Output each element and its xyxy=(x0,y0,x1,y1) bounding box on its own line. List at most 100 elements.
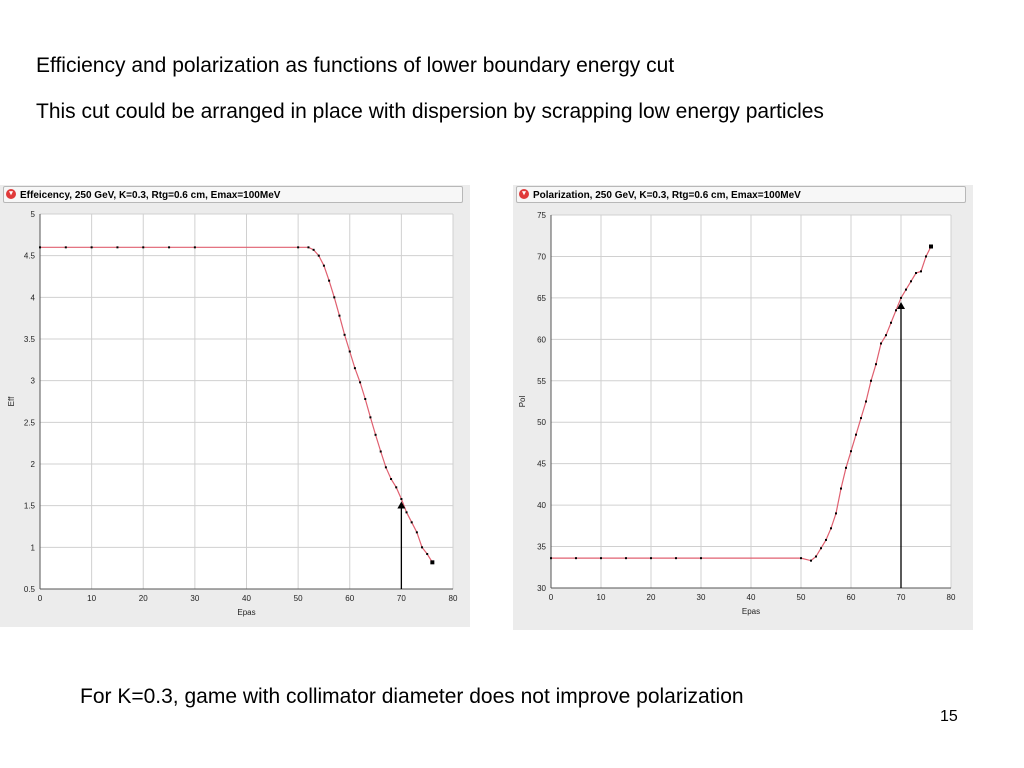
eff-data-point xyxy=(338,314,341,317)
pol-data-point xyxy=(900,296,902,299)
polarization-chart-title-bar[interactable]: ▾ Polarization, 250 GeV, K=0.3, Rtg=0.6 … xyxy=(516,186,966,203)
page-number: 15 xyxy=(940,708,958,725)
chart-menu-icon[interactable]: ▾ xyxy=(519,189,529,199)
pol-y-tick-label: 70 xyxy=(537,252,546,261)
pol-data-point xyxy=(925,255,927,258)
polarization-chart-panel: 0 10 20 30 40 50 60 70 80 30 35 40 45 50 55 60 65 70 75 Epa… xyxy=(513,185,973,630)
eff-data-point xyxy=(364,398,367,400)
eff-y-tick-label: 3.5 xyxy=(24,335,36,344)
pol-data-point xyxy=(895,309,897,312)
pol-data-point xyxy=(840,487,842,490)
eff-x-tick-label: 80 xyxy=(449,594,458,603)
eff-arrow-head xyxy=(397,501,406,509)
eff-data-point xyxy=(322,264,325,267)
pol-data-point xyxy=(810,559,812,562)
pol-data-point xyxy=(910,280,912,283)
eff-data-point xyxy=(415,531,418,534)
pol-y-tick-label: 65 xyxy=(537,294,546,303)
pol-data-point xyxy=(835,512,837,515)
pol-y-tick-label: 35 xyxy=(537,543,546,552)
pol-x-tick-label: 30 xyxy=(697,593,706,602)
pol-data-point xyxy=(875,363,877,366)
polarization-chart-title: Polarization, 250 GeV, K=0.3, Rtg=0.6 cm… xyxy=(533,190,801,201)
pol-x-tick-label: 50 xyxy=(797,593,806,602)
eff-y-tick-label: 4.5 xyxy=(24,252,36,261)
pol-y-tick-label: 55 xyxy=(537,377,546,386)
eff-y-tick-label: 3 xyxy=(31,377,36,386)
pol-data-point xyxy=(845,466,847,469)
pol-data-point xyxy=(855,433,857,436)
slide-heading-line-2: This cut could be arranged in place with… xyxy=(36,100,824,123)
eff-data-point xyxy=(384,466,387,469)
pol-data-point xyxy=(885,334,887,337)
pol-data-point xyxy=(915,272,917,275)
eff-data-point xyxy=(348,350,351,353)
pol-data-point xyxy=(905,288,907,291)
pol-data-point xyxy=(890,321,892,324)
eff-data-point xyxy=(328,279,331,282)
eff-data-point xyxy=(64,246,67,249)
pol-data-point xyxy=(830,527,832,530)
pol-data-point xyxy=(825,538,827,541)
eff-data-point xyxy=(142,246,145,249)
pol-data-point xyxy=(860,417,862,420)
eff-x-tick-label: 0 xyxy=(38,594,43,603)
pol-x-tick-label: 60 xyxy=(847,593,856,602)
eff-x-tick-label: 60 xyxy=(345,594,354,603)
eff-y-tick-label: 2 xyxy=(31,460,36,469)
eff-x-tick-label: 40 xyxy=(242,594,251,603)
pol-x-tick-label: 10 xyxy=(597,593,606,602)
eff-data-point xyxy=(168,246,171,249)
efficiency-chart: 0 10 20 30 40 50 60 70 80 0.5 1 1.5 2 2.5 3 3.5 4 4.5 5 Epa… xyxy=(7,210,458,617)
pol-x-tick-label: 80 xyxy=(947,593,956,602)
eff-data-point xyxy=(317,254,320,257)
eff-x-tick-label: 20 xyxy=(139,594,148,603)
chart-menu-icon[interactable]: ▾ xyxy=(6,189,16,199)
eff-data-point xyxy=(297,246,300,249)
pol-x-tick-label: 70 xyxy=(897,593,906,602)
pol-data-point xyxy=(880,342,882,345)
eff-data-point xyxy=(400,498,403,500)
eff-x-tick-label: 50 xyxy=(294,594,303,603)
pol-data-point xyxy=(650,557,652,560)
slide-heading-line-1: Efficiency and polarization as functions… xyxy=(36,54,675,77)
eff-data-point xyxy=(90,246,93,249)
pol-data-point xyxy=(675,557,677,560)
eff-data-point xyxy=(421,546,424,549)
eff-data-point xyxy=(405,511,408,514)
pol-data-point xyxy=(920,270,922,273)
eff-y-tick-label: 1.5 xyxy=(24,502,36,511)
eff-data-point xyxy=(390,478,393,480)
eff-data-point xyxy=(343,333,346,336)
eff-data-point xyxy=(369,416,372,419)
pol-data-point xyxy=(700,557,702,560)
eff-y-tick-label: 2.5 xyxy=(24,418,36,427)
pol-data-point xyxy=(575,557,577,560)
pol-data-point xyxy=(870,379,872,382)
pol-x-tick-label: 20 xyxy=(647,593,656,602)
efficiency-chart-panel: 0 10 20 30 40 50 60 70 80 0.5 1 1.5 2 2.5 3 3.5 4 4.5 5 Epa… xyxy=(0,185,470,627)
eff-x-tick-label: 70 xyxy=(397,594,406,603)
efficiency-chart-title: Effeicency, 250 GeV, K=0.3, Rtg=0.6 cm, … xyxy=(20,190,281,201)
pol-data-point xyxy=(625,557,627,560)
eff-data-point xyxy=(39,246,41,249)
pol-x-tick-label: 40 xyxy=(747,593,756,602)
pol-y-tick-label: 40 xyxy=(537,501,546,510)
eff-x-axis-label: Epas xyxy=(237,608,255,617)
efficiency-chart-title-bar[interactable]: ▾ Effeicency, 250 GeV, K=0.3, Rtg=0.6 cm… xyxy=(3,186,463,203)
pol-y-tick-label: 75 xyxy=(537,211,546,220)
pol-y-axis-label: Pol xyxy=(518,395,527,407)
pol-data-point xyxy=(550,557,552,560)
pol-y-tick-label: 50 xyxy=(537,418,546,427)
eff-data-point xyxy=(193,246,196,249)
eff-y-tick-label: 4 xyxy=(31,293,36,302)
eff-x-tick-label: 30 xyxy=(190,594,199,603)
pol-data-point xyxy=(850,450,852,453)
pol-data-point xyxy=(865,400,867,403)
eff-data-point xyxy=(379,450,382,453)
pol-data-point xyxy=(800,557,802,560)
eff-data-point xyxy=(312,248,315,251)
eff-data-point xyxy=(430,560,435,565)
pol-y-tick-label: 30 xyxy=(537,584,546,593)
eff-y-axis-label: Eff xyxy=(7,396,16,406)
